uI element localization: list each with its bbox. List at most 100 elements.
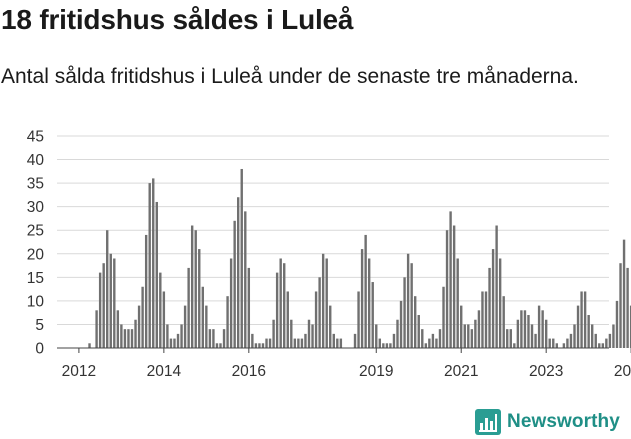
bar xyxy=(332,333,335,348)
bar xyxy=(580,291,583,348)
bar xyxy=(534,333,537,348)
bar xyxy=(261,343,265,348)
bar xyxy=(116,310,120,348)
y-tick-label: 20 xyxy=(27,246,45,263)
bar xyxy=(176,333,180,348)
bar xyxy=(555,343,558,348)
bar xyxy=(406,253,410,348)
bar xyxy=(208,329,212,348)
bar xyxy=(410,263,413,348)
bar xyxy=(460,305,463,348)
bar xyxy=(212,329,215,348)
bar xyxy=(421,329,424,348)
bar xyxy=(431,333,435,348)
bar xyxy=(491,249,495,348)
y-tick-label: 0 xyxy=(35,341,44,358)
y-tick-label: 25 xyxy=(27,223,44,240)
y-axis: 0 5 10 15 20 25 30 35 40 45 xyxy=(27,129,45,358)
bars-layer xyxy=(88,168,631,348)
bar xyxy=(169,338,173,348)
brand-logo[interactable]: Newsworthy xyxy=(475,405,620,439)
bar xyxy=(442,286,445,348)
y-tick-label: 5 xyxy=(35,317,44,334)
bar xyxy=(576,305,580,348)
newsworthy-logo-icon xyxy=(475,409,501,435)
bar xyxy=(339,338,343,348)
bar xyxy=(222,329,226,348)
bar xyxy=(307,319,311,348)
bar xyxy=(516,319,520,348)
bar xyxy=(304,333,307,348)
bar xyxy=(353,333,357,348)
bar xyxy=(417,315,420,348)
bar xyxy=(456,258,459,348)
chart-subtitle: Antal sålda fritidshus i Luleå under de … xyxy=(1,65,579,88)
bar xyxy=(325,258,328,348)
bar xyxy=(201,286,204,348)
bar xyxy=(629,305,631,348)
x-tick-label: 2016 xyxy=(232,363,266,380)
bar xyxy=(279,258,282,348)
bar xyxy=(187,267,190,348)
x-tick-label: 2023 xyxy=(529,363,563,380)
bar xyxy=(548,338,551,348)
bar xyxy=(622,239,626,348)
y-tick-label: 10 xyxy=(27,293,45,310)
bar xyxy=(477,310,481,348)
bar xyxy=(449,211,452,348)
bar xyxy=(240,168,243,348)
bar xyxy=(452,225,456,348)
y-tick-label: 45 xyxy=(27,129,44,146)
bar xyxy=(378,338,381,348)
bar xyxy=(375,324,378,348)
bar xyxy=(573,324,576,348)
bar xyxy=(98,272,102,348)
bar xyxy=(438,329,442,348)
bar xyxy=(424,343,428,348)
bar xyxy=(106,230,109,348)
bar xyxy=(591,324,594,348)
bar xyxy=(470,329,474,348)
bar xyxy=(583,291,587,348)
bar xyxy=(336,338,339,348)
bar xyxy=(180,324,183,348)
bar xyxy=(474,319,477,348)
bar xyxy=(166,324,169,348)
bar xyxy=(435,338,438,348)
bar xyxy=(268,338,272,348)
y-tick-label: 15 xyxy=(27,270,44,287)
bar xyxy=(626,267,629,348)
bar xyxy=(159,272,162,348)
bar xyxy=(360,249,364,348)
bar xyxy=(283,263,286,348)
bar xyxy=(382,343,385,348)
x-tick-label: 2019 xyxy=(359,363,393,380)
bar xyxy=(506,329,509,348)
bar xyxy=(389,343,392,348)
bar xyxy=(601,343,605,348)
bar xyxy=(290,319,293,348)
bar xyxy=(314,291,318,348)
bar xyxy=(428,338,431,348)
bar xyxy=(141,286,144,348)
bar xyxy=(123,329,127,348)
bar xyxy=(258,343,261,348)
bar xyxy=(569,333,573,348)
bar xyxy=(552,338,555,348)
bar xyxy=(190,225,194,348)
chart-title: 18 fritidshus såldes i Luleå xyxy=(1,4,354,35)
bar xyxy=(594,333,597,348)
bar xyxy=(205,305,208,348)
bar xyxy=(226,296,229,348)
bar xyxy=(254,343,258,348)
y-tick-label: 40 xyxy=(27,152,45,169)
bar xyxy=(286,291,289,348)
grid-layer xyxy=(57,135,609,325)
bar xyxy=(162,291,166,348)
bar xyxy=(329,305,332,348)
bar xyxy=(237,197,240,348)
bar xyxy=(367,258,371,348)
bar xyxy=(509,329,512,348)
